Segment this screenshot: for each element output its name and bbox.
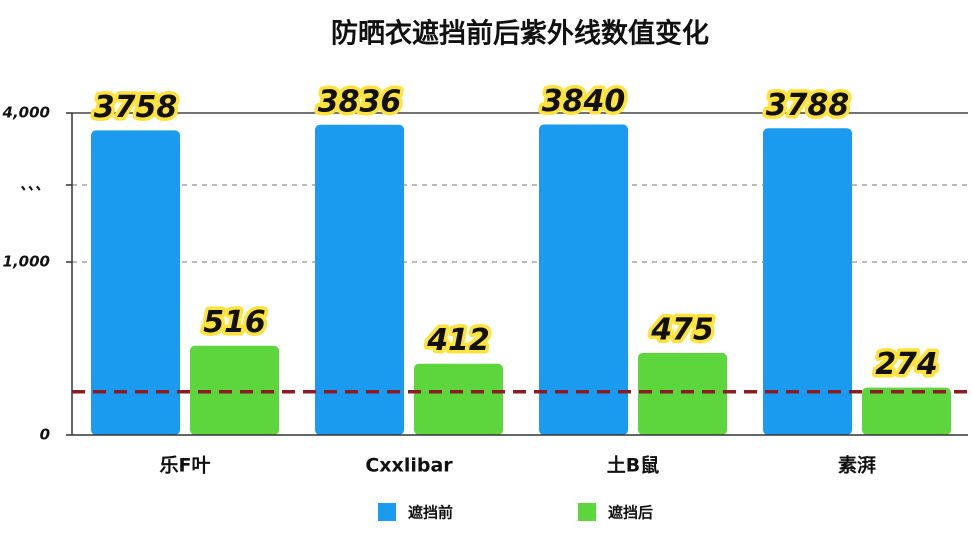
- x-tick-label: Cxxlibar: [365, 455, 453, 477]
- legend-label: 遮挡前: [408, 504, 453, 522]
- bar: [190, 345, 279, 435]
- bar: [638, 352, 727, 435]
- x-tick-label: 乐F叶: [160, 455, 211, 477]
- data-label: 412: [426, 323, 490, 358]
- bar: [91, 130, 180, 435]
- data-label: 3758: [94, 90, 178, 125]
- data-label: 516: [203, 305, 266, 340]
- bar: [763, 128, 852, 435]
- chart-title: 防晒衣遮挡前后紫外线数值变化: [331, 18, 709, 50]
- data-label: 3840: [542, 84, 626, 119]
- data-label: 274: [875, 347, 938, 382]
- bar: [414, 363, 503, 435]
- data-label: 3836: [318, 84, 402, 119]
- data-label: 3788: [766, 88, 850, 123]
- y-tick-label: 0: [40, 426, 50, 444]
- bar: [539, 124, 628, 436]
- x-tick-label: 土B鼠: [607, 454, 659, 477]
- y-tick-label: 、、、: [20, 176, 50, 194]
- bar: [862, 387, 951, 435]
- y-tick-label: 1,000: [3, 253, 50, 271]
- data-label: 475: [650, 312, 714, 347]
- legend-swatch: [378, 503, 396, 521]
- bar: [315, 124, 404, 436]
- legend-swatch: [578, 503, 596, 521]
- y-tick-label: 4,000: [2, 104, 50, 122]
- x-tick-label: 素湃: [838, 454, 876, 477]
- legend-label: 遮挡后: [608, 504, 653, 522]
